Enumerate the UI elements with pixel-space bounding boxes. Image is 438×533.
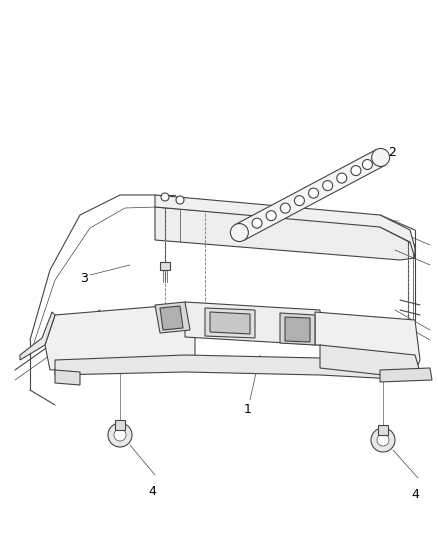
- Circle shape: [230, 223, 248, 241]
- Polygon shape: [380, 368, 432, 382]
- Polygon shape: [45, 305, 195, 370]
- Circle shape: [371, 149, 390, 166]
- Polygon shape: [235, 149, 385, 240]
- Polygon shape: [155, 302, 190, 333]
- Polygon shape: [55, 355, 415, 380]
- Circle shape: [108, 423, 132, 447]
- Polygon shape: [55, 370, 80, 385]
- Polygon shape: [285, 317, 310, 342]
- Text: 4: 4: [148, 485, 156, 498]
- Polygon shape: [185, 302, 320, 345]
- Text: 4: 4: [411, 488, 419, 501]
- Circle shape: [161, 193, 169, 201]
- Polygon shape: [210, 312, 250, 334]
- Polygon shape: [20, 312, 55, 360]
- Circle shape: [371, 428, 395, 452]
- Circle shape: [351, 166, 361, 175]
- Polygon shape: [155, 207, 415, 260]
- Circle shape: [294, 196, 304, 206]
- Circle shape: [114, 429, 126, 441]
- Polygon shape: [320, 345, 420, 378]
- Polygon shape: [315, 312, 420, 375]
- Polygon shape: [378, 425, 388, 435]
- Polygon shape: [205, 308, 255, 338]
- Text: 2: 2: [388, 146, 396, 158]
- Circle shape: [323, 181, 332, 191]
- Polygon shape: [115, 420, 125, 430]
- Circle shape: [266, 211, 276, 221]
- Polygon shape: [155, 195, 415, 258]
- Circle shape: [280, 203, 290, 213]
- Text: 1: 1: [244, 403, 252, 416]
- Polygon shape: [280, 313, 315, 345]
- Text: 3: 3: [80, 271, 88, 285]
- Circle shape: [362, 159, 372, 169]
- Circle shape: [308, 188, 318, 198]
- Polygon shape: [160, 262, 170, 270]
- Circle shape: [176, 196, 184, 204]
- Circle shape: [337, 173, 347, 183]
- Circle shape: [377, 434, 389, 446]
- Circle shape: [252, 218, 262, 228]
- Polygon shape: [160, 306, 183, 330]
